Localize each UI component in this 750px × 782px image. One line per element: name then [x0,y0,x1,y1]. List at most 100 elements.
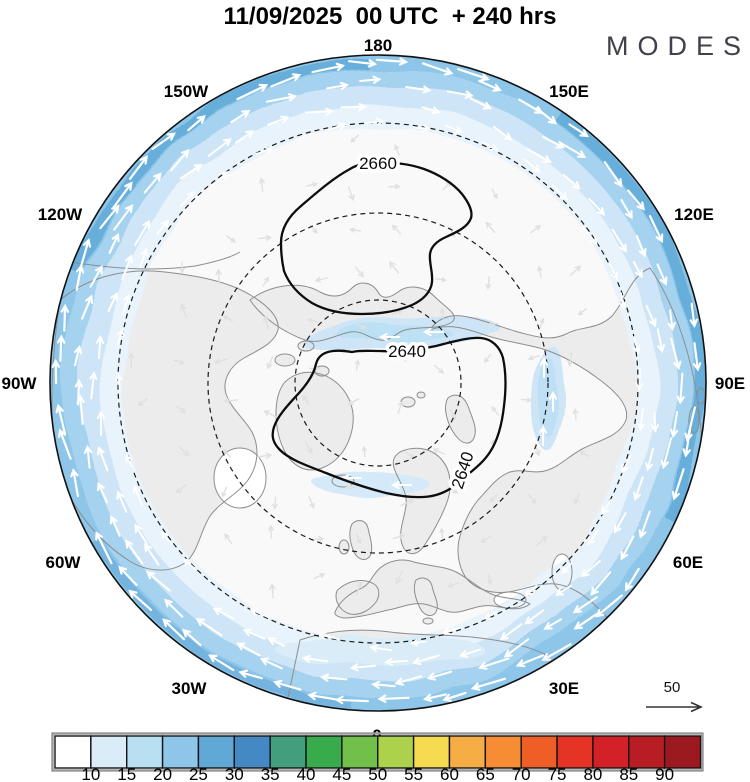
wind-arrow-icon [212,607,235,620]
wind-arrow-icon [308,496,315,510]
wind-arrow-icon [137,398,148,406]
meridian-label-120W: 120W [38,205,83,224]
wind-arrow-icon [348,59,378,68]
colorbar-cells [54,735,702,769]
wind-arrow-icon [389,261,400,274]
wind-arrow-icon [256,452,273,459]
wind-arrow-icon [470,677,506,691]
wind-arrow-icon [262,276,270,287]
meridian-label-90E: 90E [715,374,745,393]
wind-arrow-icon [73,344,83,367]
wind-arrow-icon [74,378,83,406]
wind-arrow-icon [637,407,646,432]
wind-arrow-icon [491,406,499,416]
wind-arrow-icon [447,581,460,588]
colorbar-cell [628,735,666,769]
wind-arrow-icon [255,146,274,155]
wind-arrow-icon [632,336,641,355]
wind-arrow-icon [538,424,548,446]
wind-arrow-icon [391,224,402,235]
wind-arrow-icon [151,132,176,151]
wind-arrow-icon [301,654,328,663]
wind-arrow-icon [483,353,492,364]
modes-logo: MODES© [606,31,750,61]
wind-arrow-icon [347,398,360,406]
wind-arrow-icon [458,648,481,658]
wind-arrow-icon [51,358,60,385]
modes-logo-text: MODES [606,31,750,61]
meridian-label-150E: 150E [549,82,589,101]
wind-arrow-icon [234,130,255,144]
wind-arrow-icon [689,302,698,328]
colorbar-cell [412,735,451,769]
wind-arrow-icon [397,351,407,363]
wind-arrow-icon [682,428,692,458]
colorbar-tick-30: 30 [225,765,244,782]
wind-arrow-icon [236,83,269,101]
graticule [117,122,639,644]
meridian-label-120E: 120E [674,205,714,224]
wind-arrow-icon [267,637,286,647]
wind-arrow-icon [601,499,612,516]
wind-arrow-icon [397,400,404,414]
wind-arrow-icon [558,141,587,159]
contour-2640 [271,336,507,499]
wind-arrow-icon [230,110,251,124]
wind-arrow-icon [222,448,231,458]
wind-arrow-icon [627,189,646,211]
colorbar-tick-60: 60 [440,765,459,782]
wind-arrow-icon [645,447,654,472]
wind-arrow-icon [223,397,239,404]
wind-arrow-icon [344,484,359,491]
wind-arrow-icon [478,79,502,92]
wind-arrow-icon [96,410,106,436]
wind-arrow-icon [527,355,540,361]
colorbar-tick-20: 20 [153,765,172,782]
wind-arrow-icon [267,115,290,126]
wind-arrow-icon [326,122,348,131]
wind-arrow-icon [263,315,270,330]
wind-arrow-icon [562,173,581,190]
wind-arrow-icon [555,584,572,596]
colorbar-tick-70: 70 [512,765,531,782]
wind-arrow-icon [394,675,423,686]
wind-arrow-icon [394,144,400,156]
wind-arrow-icon [78,237,92,272]
wind-arrow-icon [170,148,190,172]
wind-arrow-icon [269,582,276,599]
wind-arrow-icon [426,670,453,681]
colorbar-tick-40: 40 [297,765,316,782]
rim-wind-arrows [51,57,702,705]
wind-arrow-icon [520,397,533,403]
colorbar-cell [161,735,200,769]
wind-arrow-icon [638,510,651,539]
wind-arrow-icon [370,680,396,689]
wind-arrow-icon [587,529,599,546]
wind-arrow-icon [635,368,644,392]
wind-arrow-icon [421,62,454,76]
wind-arrow-icon [258,235,273,241]
wind-arrow-icon [671,468,685,501]
wind-arrow-icon [412,654,440,666]
wind-arrow-icon [410,639,427,647]
wind-arrow-icon [572,408,579,421]
wind-arrow-icon [618,292,627,310]
wind-arrow-icon [499,623,523,641]
wind-arrow-icon [215,268,222,284]
wind-arrow-icon [580,560,601,578]
wind-arrow-icon [530,224,542,234]
wind-arrow-icon [263,410,277,418]
colorbar-tick-10: 10 [81,765,100,782]
wind-arrow-icon [446,90,474,99]
wind-arrow-icon [134,523,148,545]
wind-arrow-icon [567,351,574,367]
colorbar-cell [592,735,630,769]
wind-arrow-icon [515,654,544,668]
wind-arrow-icon [405,85,432,94]
wind-arrow-icon [306,182,319,188]
wind-arrow-icon [348,227,361,233]
colorbar-tick-25: 25 [189,765,208,782]
wind-arrow-icon [375,57,409,66]
wind-arrow-icon [388,183,401,190]
wind-arrow-icon [392,533,406,540]
